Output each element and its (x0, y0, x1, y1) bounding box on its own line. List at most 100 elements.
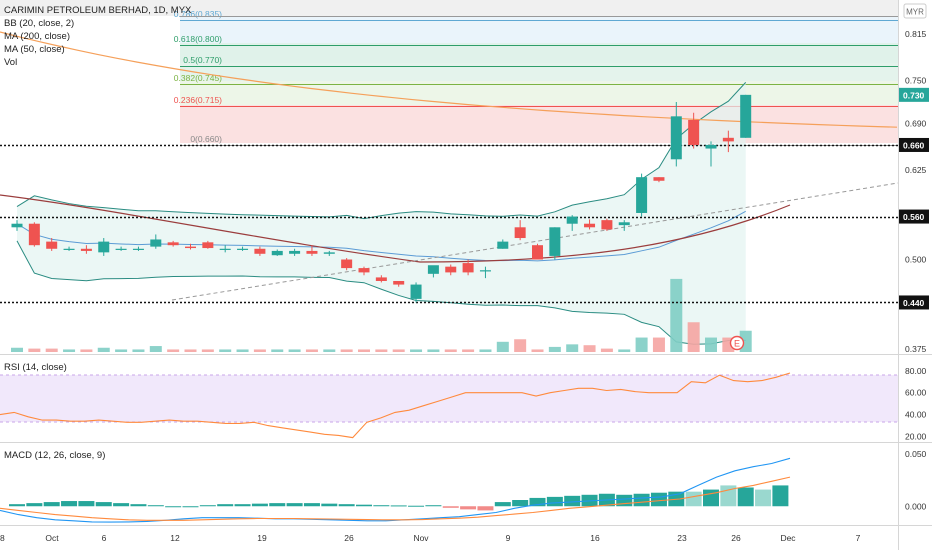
earnings-marker[interactable]: E (729, 335, 745, 351)
time-tick-label: 23 (677, 533, 687, 543)
horizontal-levels (0, 144, 898, 304)
macd-hist-bar (442, 506, 459, 508)
macd-hist-bar (113, 503, 130, 507)
fib-label: 0(0.660) (190, 134, 222, 144)
volume-bar (600, 348, 613, 352)
price-label: 0.660 (903, 140, 925, 150)
last-price-label: 0.730 (903, 90, 925, 100)
bb-upper-line (16, 82, 747, 220)
earnings-marker-label: E (734, 339, 740, 349)
volume-bar (11, 347, 23, 352)
candle-body (705, 144, 717, 149)
volume-bar (80, 349, 93, 352)
macd-hist-bar (234, 504, 251, 507)
bb-lower-line (16, 240, 746, 345)
volume-bar (63, 349, 76, 352)
price-axis[interactable]: 0.815 0.750 0.690 0.625 0.500 0.375 0.660 0.560… (899, 29, 929, 354)
macd-hist-bar (685, 491, 702, 507)
rsi-tick-label: 40.00 (905, 410, 927, 420)
candle-body (219, 248, 231, 250)
volume-bar (583, 345, 596, 352)
macd-hist-bar (494, 502, 511, 507)
volume-bar (132, 349, 145, 352)
candle-body (688, 119, 700, 145)
volume-bar (167, 349, 180, 352)
macd-hist-bar (356, 504, 372, 507)
macd-hist-bar (251, 503, 268, 507)
volume-bar (427, 349, 440, 352)
indicator-ma200[interactable]: MA (200, close) (4, 31, 70, 42)
macd-hist-bar (321, 503, 338, 507)
volume-bar (28, 348, 41, 352)
macd-hist-bar (703, 489, 719, 507)
candle-body (636, 177, 648, 213)
currency-badge[interactable]: MYR (903, 3, 927, 19)
candle-body (584, 223, 596, 228)
time-tick-label: 6 (102, 533, 107, 543)
macd-panel: MACD (12, 26, close, 9) (4, 450, 105, 461)
volume-bar (670, 278, 683, 352)
last-price-box (899, 87, 929, 102)
macd-hist-bar (737, 487, 754, 507)
macd-hist-bar (182, 506, 199, 508)
volume-bar (496, 341, 509, 352)
macd-signal-line (0, 476, 791, 521)
candle-body (98, 241, 110, 253)
candle-body (566, 216, 578, 224)
price-label: 0.440 (903, 298, 925, 308)
macd-hist-bar (43, 502, 60, 507)
volume-bar (548, 346, 561, 352)
volume-bar (236, 349, 249, 352)
candle-body (185, 246, 196, 249)
fib-levels: 0.786(0.835) 0.618(0.800) 0.5(0.770) 0.382(… (174, 9, 898, 146)
volume-bar (149, 346, 162, 352)
rsi-line (0, 372, 791, 439)
candle-body (653, 177, 665, 181)
candle-body (497, 241, 509, 249)
macd-hist-bar (425, 505, 442, 507)
volume-bar (618, 349, 631, 352)
rsi-path (0, 372, 791, 439)
time-tick-label: 19 (257, 533, 267, 543)
candle-body (514, 227, 526, 239)
macd-hist-bar (373, 505, 390, 507)
macd-hist-bar (512, 500, 529, 507)
macd-hist-bar (165, 506, 182, 508)
volume-bar (392, 349, 405, 352)
volume-bar (375, 349, 388, 352)
volume-bars (11, 278, 752, 352)
time-axis[interactable]: 28 Oct 6 12 19 26 Nov 9 16 23 26 Dec 7 (0, 533, 861, 543)
candle-body (271, 250, 283, 256)
candle-body (601, 220, 613, 230)
indicator-bb[interactable]: BB (20, close, 2) (4, 18, 74, 29)
macd-hist-bar (61, 501, 78, 507)
macd-label[interactable]: MACD (12, 26, close, 9) (4, 450, 105, 461)
volume-bar (323, 349, 336, 352)
time-tick-label: 16 (590, 533, 600, 543)
macd-hist-bar (390, 505, 407, 507)
volume-bar (253, 349, 266, 352)
candle-body (167, 242, 179, 246)
candle-body (341, 259, 353, 269)
bb-basis-line (16, 210, 746, 262)
indicator-ma50[interactable]: MA (50, close) (4, 44, 65, 55)
candle-body (115, 248, 127, 250)
bb-area (17, 82, 746, 345)
volume-bar (566, 344, 579, 352)
indicator-volume[interactable]: Vol (4, 57, 17, 68)
rsi-label[interactable]: RSI (14, close) (4, 362, 67, 373)
volume-bar (462, 349, 475, 352)
candle-body (427, 265, 439, 274)
macd-hist-bar (460, 506, 477, 510)
volume-bar (444, 349, 457, 352)
volume-bar (531, 349, 544, 352)
candle-body (358, 268, 370, 273)
macd-hist-bar (26, 503, 43, 507)
candle-body (202, 242, 214, 249)
candle-body (150, 239, 162, 247)
time-tick-label: 12 (170, 533, 180, 543)
time-tick-label: 28 (0, 533, 5, 543)
candle-body (722, 137, 734, 142)
